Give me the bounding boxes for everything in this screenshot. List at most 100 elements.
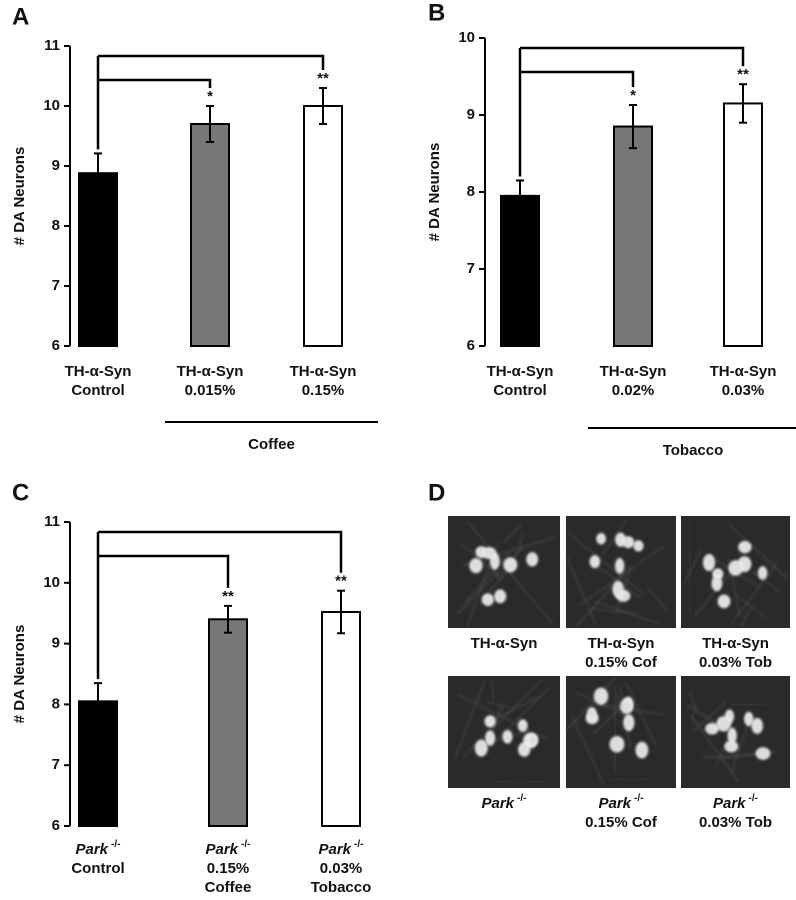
significance: ** [737, 66, 749, 83]
fiber [616, 693, 620, 711]
cell [705, 722, 719, 735]
label-line: 0.15% Cof [585, 654, 658, 671]
cell [744, 712, 754, 727]
y-tick-label: 10 [43, 574, 60, 591]
cell [751, 717, 763, 734]
cell [755, 747, 771, 760]
group-label: Tobacco [663, 442, 724, 459]
panel-label: B [428, 0, 445, 26]
label-line: Control [71, 382, 124, 399]
label-head: TH-α-Syn [487, 363, 554, 380]
cell [481, 593, 494, 606]
label-name: TH-α-Syn [710, 363, 777, 380]
cell [612, 580, 624, 598]
fiber [689, 691, 698, 713]
fiber [457, 693, 549, 741]
cell [633, 540, 644, 552]
label-name: TH-α-Syn [65, 363, 132, 380]
y-axis-label: # DA Neurons [11, 625, 28, 724]
y-tick-label: 6 [52, 817, 60, 834]
fiber [691, 712, 694, 723]
cell [727, 727, 737, 744]
fiber [591, 608, 639, 614]
label-head: TH-α-Syn [710, 363, 777, 380]
micrograph [448, 676, 560, 788]
cell [623, 714, 635, 732]
fiber [491, 679, 494, 702]
label-head: TH-α-Syn [702, 635, 769, 652]
fiber [492, 703, 503, 734]
bar [190, 123, 230, 347]
fiber [464, 552, 510, 603]
label-line: 0.03% [722, 382, 765, 399]
fiber [689, 523, 691, 615]
y-tick-label: 8 [52, 695, 60, 712]
label-head: TH-α-Syn [290, 363, 357, 380]
cell [475, 739, 488, 757]
y-axis-label: # DA Neurons [426, 143, 443, 242]
cell [596, 533, 606, 545]
label-sup: -/- [517, 793, 526, 804]
fiber [735, 594, 768, 619]
label-line: Coffee [205, 879, 252, 896]
cell [716, 716, 732, 732]
panel-label: C [12, 479, 29, 506]
label-head: Park -/- [482, 793, 527, 812]
cell [503, 557, 518, 573]
cell [518, 719, 528, 732]
label-sup: -/- [241, 839, 250, 850]
significance: ** [317, 70, 329, 87]
cell [469, 558, 483, 574]
label-line: Control [71, 860, 124, 877]
label-name: TH-α-Syn [487, 363, 554, 380]
bracket [98, 54, 325, 70]
cell [482, 547, 497, 559]
y-tick-label: 10 [43, 97, 60, 114]
cell [622, 536, 635, 549]
cell [484, 715, 496, 728]
panel-label: A [12, 3, 29, 30]
fiber [486, 701, 509, 708]
bar [723, 102, 763, 347]
label-sup: -/- [749, 793, 758, 804]
fiber [728, 524, 788, 579]
fiber [456, 572, 498, 615]
y-tick-label: 6 [52, 337, 60, 354]
cell [609, 736, 625, 753]
bar [500, 194, 540, 347]
label-head: TH-α-Syn [588, 635, 655, 652]
fiber [595, 601, 661, 625]
label-line: Control [493, 382, 546, 399]
bar [78, 172, 118, 347]
cell [724, 740, 739, 753]
label-head: TH-α-Syn [177, 363, 244, 380]
fiber [503, 524, 522, 543]
panel-label: D [428, 479, 445, 506]
label-line: 0.03% Tob [699, 654, 772, 671]
cell [717, 594, 731, 609]
fiber [498, 687, 550, 739]
significance: * [207, 88, 213, 105]
y-tick-label: 10 [458, 29, 475, 46]
bracket [520, 46, 745, 67]
cell [728, 560, 743, 576]
label-head: TH-α-Syn [471, 635, 538, 652]
label-sup: -/- [354, 839, 363, 850]
cell [589, 555, 601, 568]
fiber [647, 587, 669, 613]
y-tick-label: 11 [44, 37, 60, 54]
bar [208, 618, 248, 828]
label-line: 0.15% [207, 860, 250, 877]
significance: ** [335, 573, 347, 590]
cell [620, 698, 634, 714]
bracket [98, 530, 343, 573]
cell [615, 558, 625, 574]
cell [518, 742, 531, 757]
fiber [625, 681, 656, 745]
cell [703, 554, 715, 572]
fiber [730, 562, 778, 625]
fiber [568, 532, 645, 595]
cell [502, 730, 513, 744]
y-tick-label: 9 [52, 635, 60, 652]
